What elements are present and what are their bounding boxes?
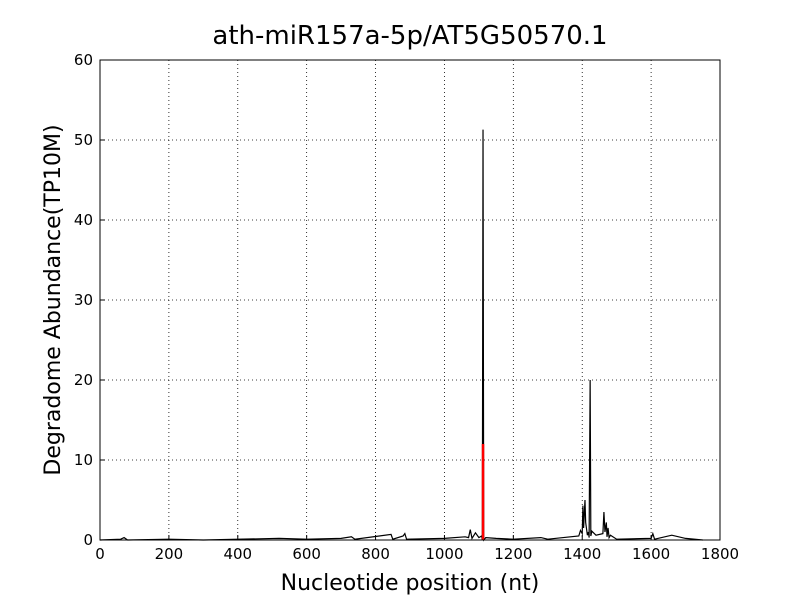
y-axis-label: Degradome Abundance(TP10M) [41,124,66,475]
data-line [99,129,703,542]
y-tick-label: 50 [74,131,93,149]
x-tick-label: 1600 [632,545,670,563]
x-tick-label: 400 [223,545,252,563]
y-tick-label: 40 [74,211,93,229]
x-tick-label: 800 [361,545,390,563]
y-tick-label: 10 [74,451,93,469]
x-tick-label: 1000 [425,545,463,563]
x-axis-label: Nucleotide position (nt) [281,571,540,596]
x-tick-label: 1400 [563,545,601,563]
x-tick-label: 200 [155,545,184,563]
x-tick-label: 0 [95,545,105,563]
x-tick-label: 1200 [494,545,532,563]
y-tick-label: 0 [83,531,93,549]
chart-title: ath-miR157a-5p/AT5G50570.1 [212,21,607,51]
x-tick-label: 600 [292,545,321,563]
plot-frame [99,59,721,541]
y-tick-label: 60 [74,51,93,69]
x-tick-label: 1800 [701,545,739,563]
y-tick-label: 20 [74,371,93,389]
y-tick-label: 30 [74,291,93,309]
